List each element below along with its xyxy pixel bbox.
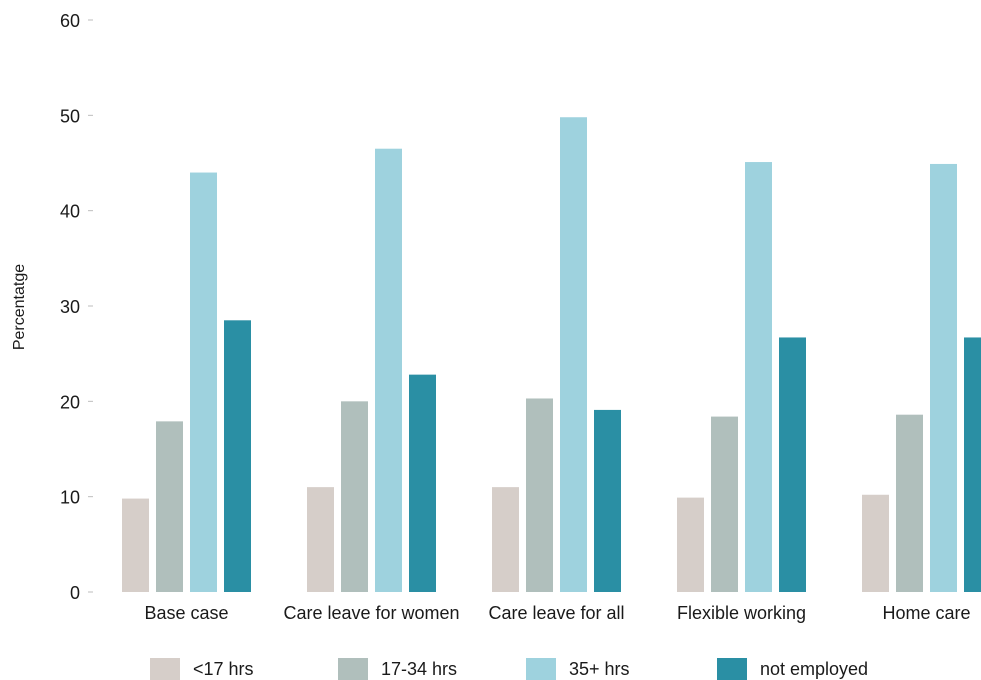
bar [492,487,519,592]
y-axis-label: Percentatge [11,264,28,350]
y-tick-label: 0 [70,583,80,603]
bar [745,162,772,592]
bar [930,163,957,592]
bar [862,494,889,592]
y-tick-label: 30 [60,297,80,317]
legend: <17 hrs 17-34 hrs 35+ hrs not employed [150,658,868,680]
x-axis-labels: Base case Care leave for women Care leave … [144,603,970,623]
legend-label: not employed [760,659,868,679]
bar [594,409,621,592]
y-tick-label: 40 [60,202,80,222]
bar [677,497,704,592]
legend-swatch [338,658,368,680]
y-tick-label: 50 [60,106,80,126]
bar [409,374,436,592]
bar [526,398,553,592]
x-category-label: Home care [882,603,970,623]
y-axis: 0 10 20 30 40 50 60 [60,11,93,603]
x-category-label: Care leave for women [283,603,459,623]
legend-swatch [526,658,556,680]
x-category-label: Base case [144,603,228,623]
bar [156,421,183,592]
x-category-label: Flexible working [677,603,806,623]
bar [779,337,806,592]
x-category-label: Care leave for all [488,603,624,623]
bar [964,337,981,592]
bar [896,414,923,592]
bar [341,401,368,592]
y-tick-label: 10 [60,488,80,508]
bar [375,148,402,592]
bar [307,487,334,592]
legend-swatch [150,658,180,680]
legend-label: <17 hrs [193,659,254,679]
bar [190,172,217,593]
legend-label: 17-34 hrs [381,659,457,679]
bar [122,498,149,592]
legend-swatch [717,658,747,680]
bar [711,416,738,592]
bar [224,320,251,592]
y-tick-label: 60 [60,11,80,31]
bar [560,117,587,593]
bars [122,117,981,593]
legend-label: 35+ hrs [569,659,630,679]
y-tick-label: 20 [60,392,80,412]
